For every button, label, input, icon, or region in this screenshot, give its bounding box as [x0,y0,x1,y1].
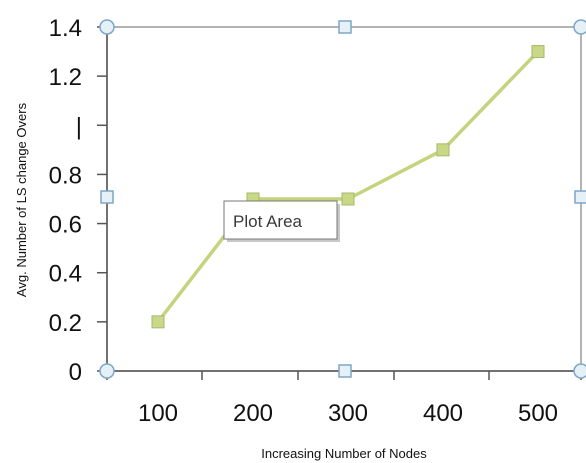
tooltip-box [223,200,338,240]
x-tick-label: 500 [518,400,558,427]
data-point-marker [436,143,450,157]
x-tick-label: 400 [423,400,463,427]
side-resize-handle[interactable] [338,20,352,34]
tooltip-label: Plot Area [233,212,303,231]
x-axis-tick-labels: 100 200 300 400 500 [138,400,558,427]
y-tick-label: 0.4 [49,261,82,288]
series-line [156,50,540,323]
y-tick-label: 0 [69,359,82,386]
data-point-marker [341,192,355,206]
x-tick-label: 200 [233,400,273,427]
y-tick-label: 0.2 [49,310,82,337]
corner-resize-handle[interactable] [99,19,115,35]
corner-resize-handle[interactable] [573,19,586,35]
y-tick-label: 0.8 [49,162,82,189]
side-resize-handle[interactable] [338,364,352,378]
y-tick-label: | [76,113,82,140]
y-axis-tick-labels: 0 0.2 0.4 0.6 0.8 | 1.2 1.4 [49,15,82,386]
x-axis-title: Increasing Number of Nodes [261,446,427,461]
side-resize-handle[interactable] [100,190,114,204]
corner-resize-handle[interactable] [573,363,586,379]
y-axis-title: Avg. Number of LS change Overs [14,102,29,297]
y-tick-label: 0.6 [49,212,82,239]
side-resize-handle[interactable] [574,190,586,204]
plot-area-selection-handles[interactable] [99,19,586,379]
data-point-marker [531,45,545,59]
plot-area-tooltip: Plot Area [223,200,340,242]
y-tick-label: 1.2 [49,64,82,91]
data-point-marker [151,315,165,329]
x-tick-label: 100 [138,400,178,427]
x-tick-label: 300 [328,400,368,427]
y-tick-label: 1.4 [49,15,82,42]
corner-resize-handle[interactable] [99,363,115,379]
series-group [151,45,545,329]
